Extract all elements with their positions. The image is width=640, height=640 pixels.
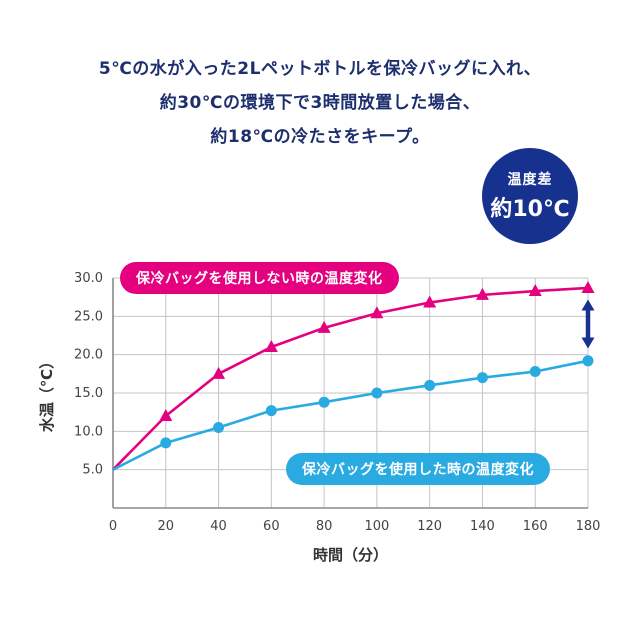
series-label-without-bag: 保冷バッグを使用しない時の温度変化 [120, 262, 399, 294]
svg-text:100: 100 [364, 519, 389, 534]
line-chart: 5.0 10.0 15.0 20.0 25.0 30.0 0 20 40 60 80 100 120 14… [0, 238, 640, 598]
title-line-1: 5℃の水が入った2Lペットボトルを保冷バッグに入れ、 [98, 59, 542, 79]
svg-text:10.0: 10.0 [74, 424, 103, 439]
svg-text:120: 120 [417, 519, 442, 534]
badge-value: 約10℃ [490, 197, 570, 222]
svg-text:180: 180 [576, 519, 601, 534]
svg-text:30.0: 30.0 [74, 271, 103, 286]
svg-text:40: 40 [210, 519, 227, 534]
temperature-difference-badge: 温度差 約10℃ [482, 148, 578, 244]
svg-text:140: 140 [470, 519, 495, 534]
svg-text:5.0: 5.0 [82, 463, 103, 478]
chart-description: 5℃の水が入った2Lペットボトルを保冷バッグに入れ、 約30℃の環境下で3時間放… [0, 52, 640, 154]
title-line-2: 約30℃の環境下で3時間放置した場合、 [159, 93, 481, 113]
svg-text:25.0: 25.0 [74, 309, 103, 324]
svg-text:水温（℃）: 水温（℃） [38, 354, 56, 432]
svg-text:15.0: 15.0 [74, 386, 103, 401]
badge-label: 温度差 [507, 172, 553, 188]
chart-canvas: 5.0 10.0 15.0 20.0 25.0 30.0 0 20 40 60 80 100 120 14… [38, 271, 601, 564]
svg-text:60: 60 [263, 519, 280, 534]
svg-text:20: 20 [158, 519, 175, 534]
svg-text:0: 0 [109, 519, 117, 534]
svg-text:160: 160 [523, 519, 548, 534]
svg-text:時間（分）: 時間（分） [313, 546, 388, 564]
title-line-3: 約18℃の冷たさをキープ。 [210, 127, 430, 147]
svg-text:80: 80 [316, 519, 333, 534]
series-label-with-bag: 保冷バッグを使用した時の温度変化 [286, 453, 550, 485]
svg-text:20.0: 20.0 [74, 348, 103, 363]
